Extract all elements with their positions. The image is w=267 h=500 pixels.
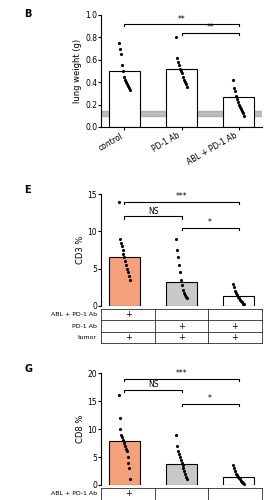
Text: ABL + PD-1 Ab: ABL + PD-1 Ab <box>50 312 97 318</box>
Text: +: + <box>231 333 238 342</box>
Text: +: + <box>178 333 185 342</box>
Y-axis label: CD8 %: CD8 % <box>76 415 85 443</box>
Text: +: + <box>178 322 185 330</box>
Bar <box>166 68 197 127</box>
Text: E: E <box>25 185 31 195</box>
Text: B: B <box>25 10 32 20</box>
Bar <box>109 71 140 127</box>
Text: NS: NS <box>148 207 158 216</box>
Bar <box>223 476 254 485</box>
Text: *: * <box>208 394 212 404</box>
Text: +: + <box>125 310 132 320</box>
Text: tumor: tumor <box>77 335 97 340</box>
Text: G: G <box>25 364 33 374</box>
Bar <box>223 96 254 127</box>
Y-axis label: CD3 %: CD3 % <box>76 236 85 264</box>
Text: +: + <box>231 322 238 330</box>
Text: +: + <box>125 490 132 498</box>
Y-axis label: lung weight (g): lung weight (g) <box>73 39 83 103</box>
Text: NS: NS <box>148 380 158 390</box>
Text: +: + <box>125 333 132 342</box>
Bar <box>223 296 254 306</box>
Bar <box>166 464 197 485</box>
Text: PD-1 Ab: PD-1 Ab <box>72 324 97 328</box>
Text: *: * <box>208 218 212 227</box>
Bar <box>101 111 262 116</box>
Text: **: ** <box>206 24 214 32</box>
Text: ABL + PD-1 Ab: ABL + PD-1 Ab <box>50 492 97 496</box>
Bar <box>166 282 197 306</box>
Text: **: ** <box>178 14 186 24</box>
Text: ***: *** <box>176 369 187 378</box>
Text: ***: *** <box>176 192 187 201</box>
Bar <box>109 442 140 485</box>
Bar <box>109 258 140 306</box>
